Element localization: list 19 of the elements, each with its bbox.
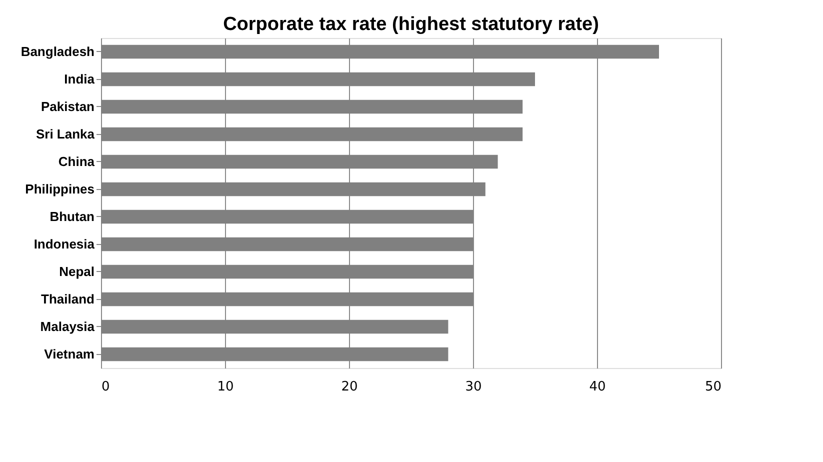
y-tick-label: Malaysia [40, 318, 96, 334]
y-tick-label: Thailand [41, 291, 95, 306]
y-tick-label: India [64, 71, 96, 86]
y-tick-label: Bhutan [50, 208, 95, 224]
y-tick-label: China [58, 154, 96, 169]
x-tick-label: 40 [589, 380, 606, 394]
x-tick-label: 50 [704, 380, 722, 394]
y-tick-label: Indonesia [34, 236, 96, 252]
x-tick-label: 20 [341, 380, 358, 394]
y-tick-label: Pakistan [41, 98, 95, 114]
chart-title: Corporate tax rate (highest statutory rate) [223, 14, 599, 35]
x-tick-label: 10 [217, 380, 234, 394]
y-tick-label: Sri Lanka [36, 126, 96, 142]
y-tick-label: Bangladesh [20, 44, 95, 59]
y-tick-label: Philippines [25, 181, 94, 196]
x-tick-label: 30 [465, 380, 482, 394]
x-tick-label: 0 [102, 380, 110, 394]
y-tick-label: Nepal [59, 264, 94, 279]
y-tick-label: Vietnam [44, 346, 94, 362]
